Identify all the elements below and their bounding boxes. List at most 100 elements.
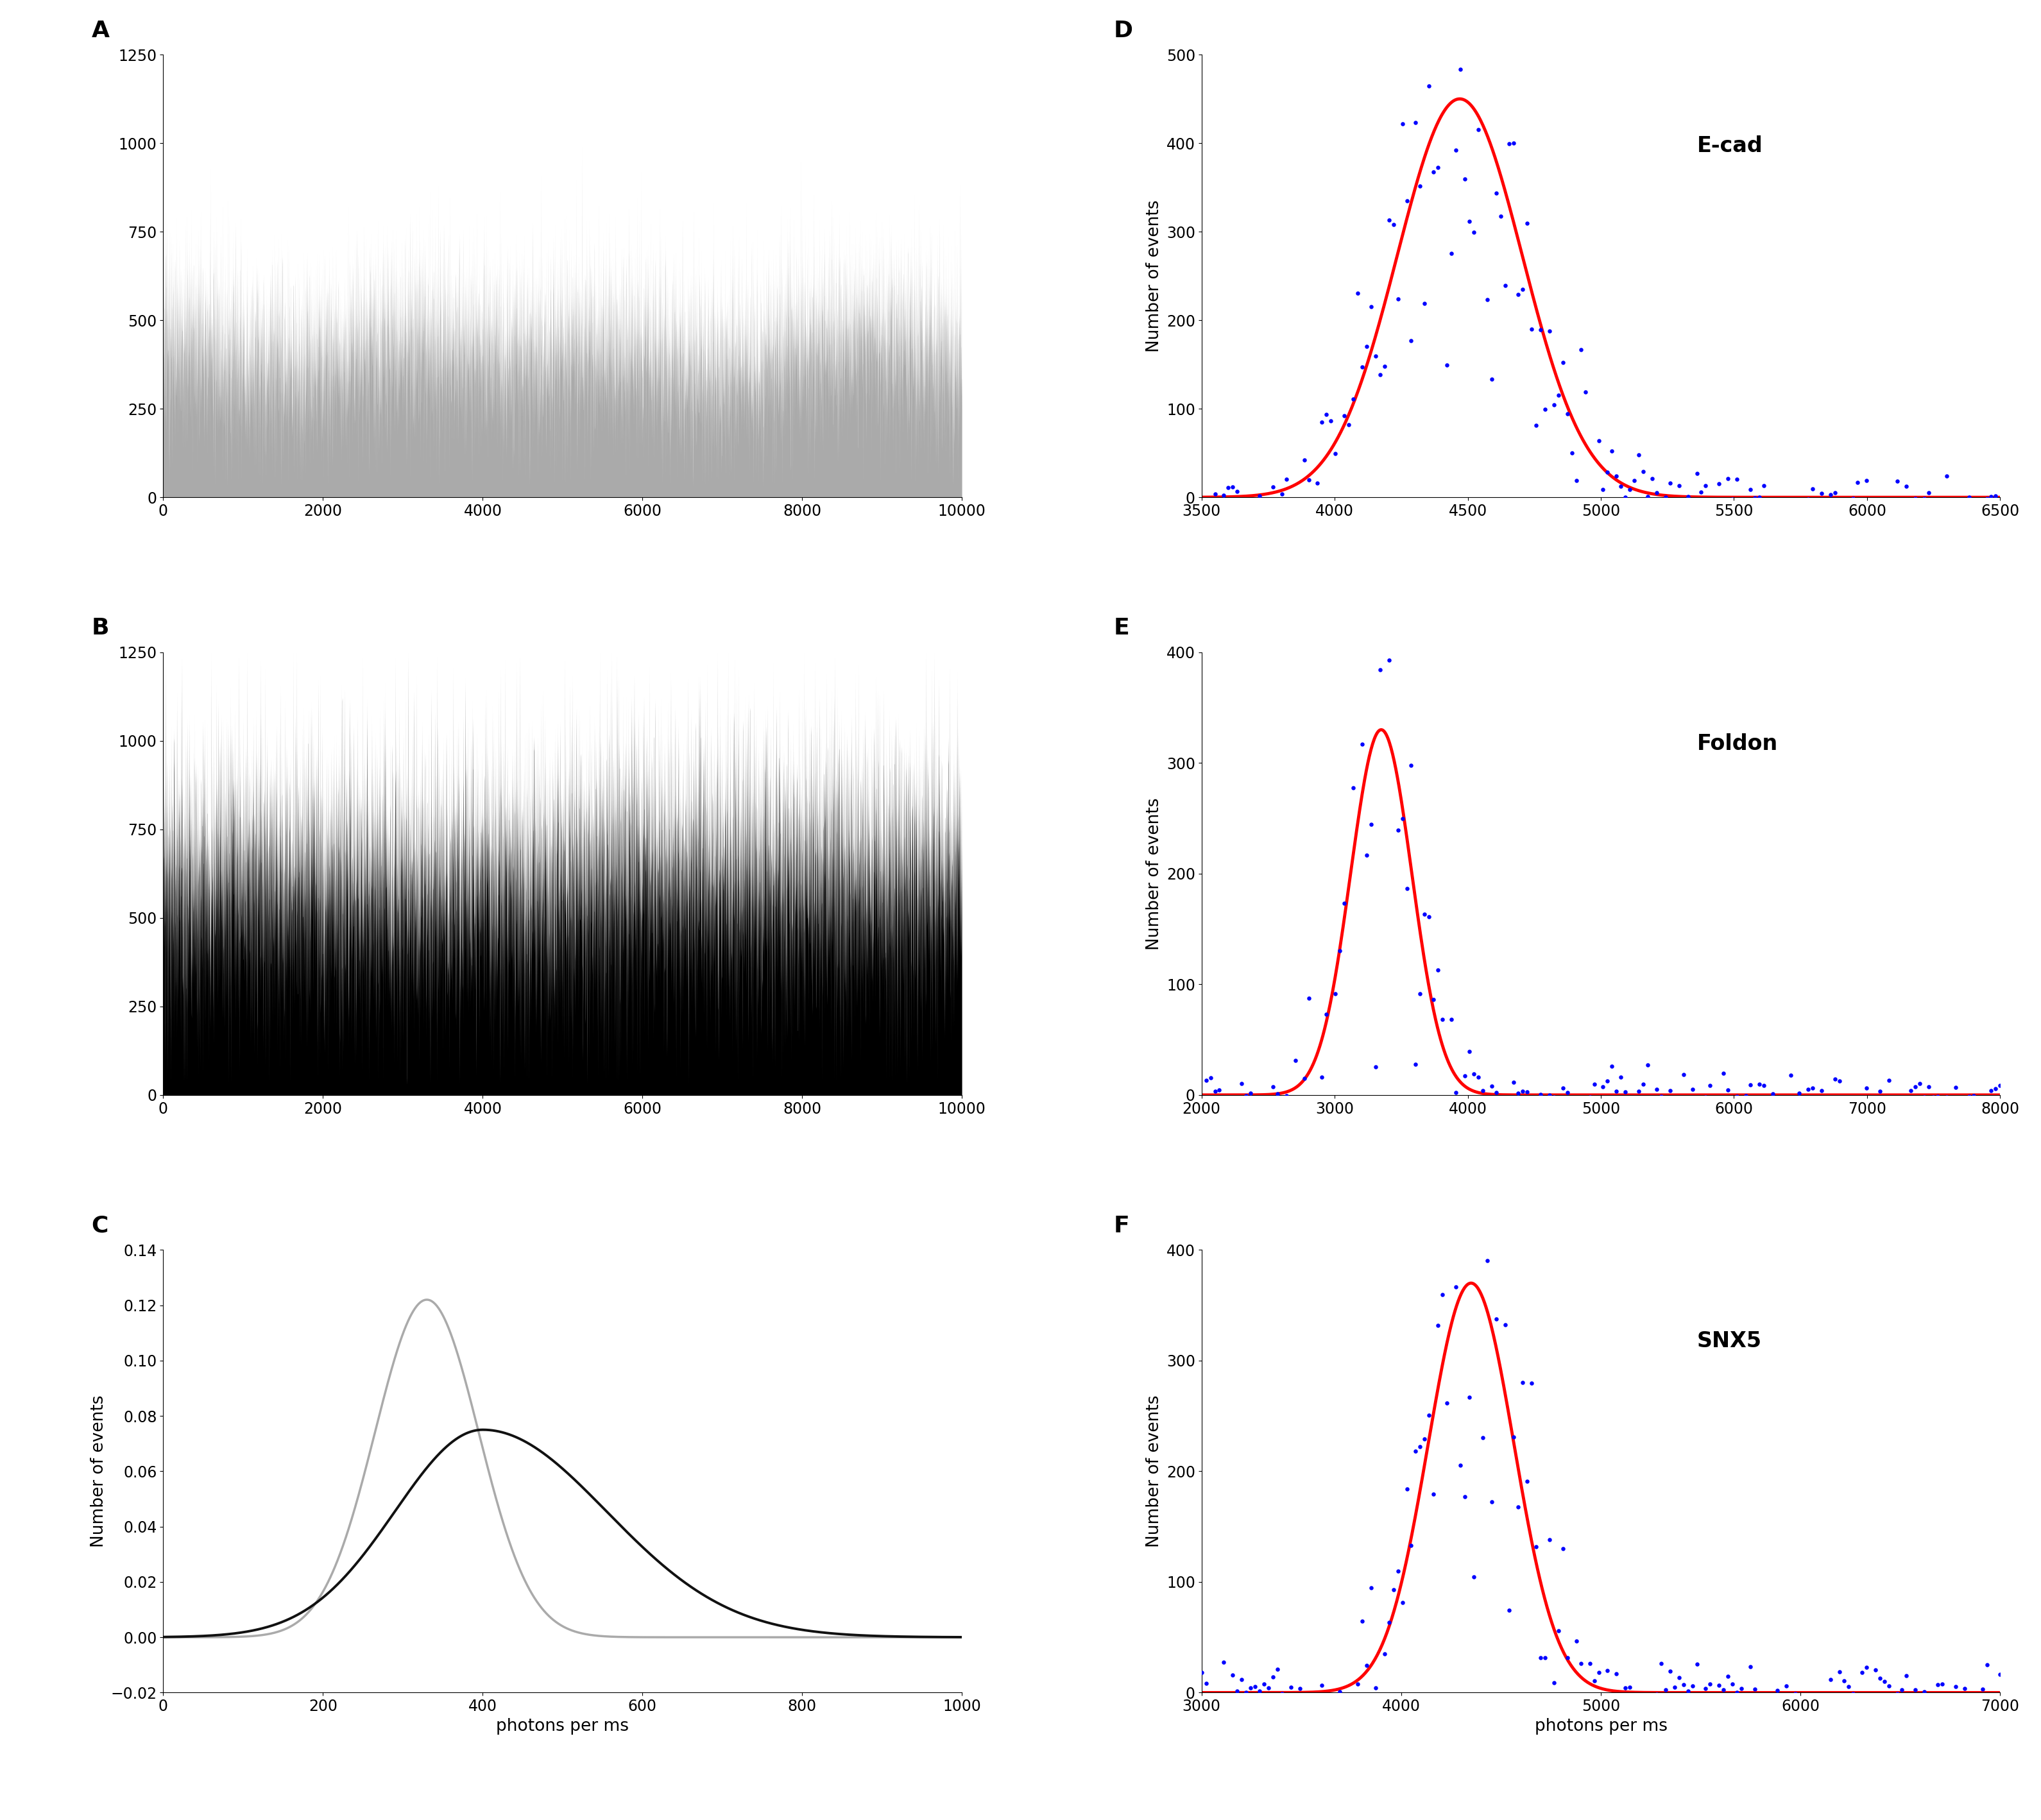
Point xyxy=(1431,349,1463,379)
Point xyxy=(1788,497,1821,526)
Point xyxy=(1855,1687,1888,1716)
Point xyxy=(1619,1108,1651,1138)
Point xyxy=(1351,1651,1384,1680)
Point xyxy=(1886,1674,1919,1704)
Point xyxy=(1480,178,1512,207)
Point xyxy=(1306,408,1339,437)
Point xyxy=(1778,1680,1810,1709)
Point xyxy=(1898,484,1931,513)
Point xyxy=(1449,1061,1482,1090)
Point xyxy=(1586,1685,1619,1714)
Point xyxy=(1443,55,1476,84)
Point xyxy=(1833,1085,1865,1114)
Point xyxy=(1806,1076,1839,1105)
Point xyxy=(1827,1092,1859,1121)
Point xyxy=(1439,1077,1472,1107)
Point xyxy=(1570,1097,1602,1127)
Point xyxy=(1984,491,2017,521)
Point xyxy=(1506,1077,1539,1107)
Point xyxy=(1284,490,1316,519)
Point xyxy=(1431,1389,1463,1418)
Point xyxy=(1943,1685,1976,1714)
Point xyxy=(1800,1682,1833,1711)
Point xyxy=(1247,495,1280,524)
Point xyxy=(1302,1680,1335,1709)
Point xyxy=(1521,1532,1553,1562)
Point xyxy=(1819,1065,1851,1094)
Point xyxy=(1676,1074,1708,1103)
Point xyxy=(1221,1676,1253,1705)
Point xyxy=(1739,484,1772,513)
Point xyxy=(1676,495,1708,524)
Point xyxy=(1453,1383,1486,1412)
Point xyxy=(1559,1103,1592,1132)
Point xyxy=(1416,157,1449,186)
Point xyxy=(1367,1640,1400,1669)
Point xyxy=(1872,491,1904,521)
Point xyxy=(1819,479,1851,508)
Point xyxy=(1904,1068,1937,1097)
Point xyxy=(1631,1687,1663,1716)
Point xyxy=(1265,1085,1298,1114)
Point xyxy=(1806,1684,1839,1713)
Point xyxy=(1363,1689,1396,1718)
Point xyxy=(1863,490,1896,519)
Point xyxy=(1261,1079,1294,1108)
X-axis label: photons per ms: photons per ms xyxy=(496,1718,629,1734)
Point xyxy=(1653,470,1686,499)
Point xyxy=(1423,1310,1455,1340)
Point xyxy=(1351,841,1384,870)
Text: F: F xyxy=(1114,1216,1129,1236)
Point xyxy=(1943,515,1976,544)
Point xyxy=(1984,1660,2017,1689)
Point xyxy=(1908,484,1941,513)
Point xyxy=(1533,317,1565,346)
Point xyxy=(1386,1587,1418,1616)
Point xyxy=(1341,278,1374,308)
Point xyxy=(1514,1369,1547,1398)
Point xyxy=(1882,1087,1914,1116)
Point xyxy=(1400,1436,1433,1465)
Point xyxy=(1653,1656,1686,1685)
Point xyxy=(1716,484,1749,513)
Point xyxy=(1765,502,1798,531)
Point xyxy=(1506,1369,1539,1398)
Point xyxy=(1239,1088,1272,1117)
Point xyxy=(1212,1092,1245,1121)
Point xyxy=(1363,655,1396,684)
Point xyxy=(1735,1653,1768,1682)
Point xyxy=(1378,1574,1410,1603)
Point xyxy=(1841,468,1874,497)
Point xyxy=(1921,1671,1953,1700)
Point xyxy=(1657,490,1690,519)
Point xyxy=(1231,1081,1263,1110)
Point xyxy=(1521,411,1553,440)
Point xyxy=(1927,1090,1959,1119)
Point xyxy=(1190,491,1223,521)
Point xyxy=(1476,364,1508,393)
Text: SNX5: SNX5 xyxy=(1696,1330,1761,1352)
Point xyxy=(1604,1063,1637,1092)
Point xyxy=(1525,1643,1557,1673)
Point xyxy=(1672,1676,1704,1705)
Point xyxy=(1676,1671,1708,1700)
Point xyxy=(1961,515,1994,544)
Point xyxy=(1221,1092,1253,1121)
Point xyxy=(1239,486,1272,515)
Point xyxy=(1729,1705,1761,1734)
Point xyxy=(1680,459,1712,488)
Point xyxy=(1306,1063,1339,1092)
Point xyxy=(1194,1691,1227,1720)
Point xyxy=(1502,1079,1535,1108)
Point xyxy=(1623,440,1655,470)
Point xyxy=(1570,1698,1602,1727)
Point xyxy=(1600,1660,1633,1689)
Text: A: A xyxy=(92,20,110,42)
Point xyxy=(1680,1083,1712,1112)
Point xyxy=(1721,1081,1753,1110)
Point xyxy=(1743,482,1776,511)
Point xyxy=(1231,491,1263,521)
Point xyxy=(1216,473,1249,502)
Point xyxy=(1965,488,1998,517)
Point xyxy=(1631,482,1663,511)
